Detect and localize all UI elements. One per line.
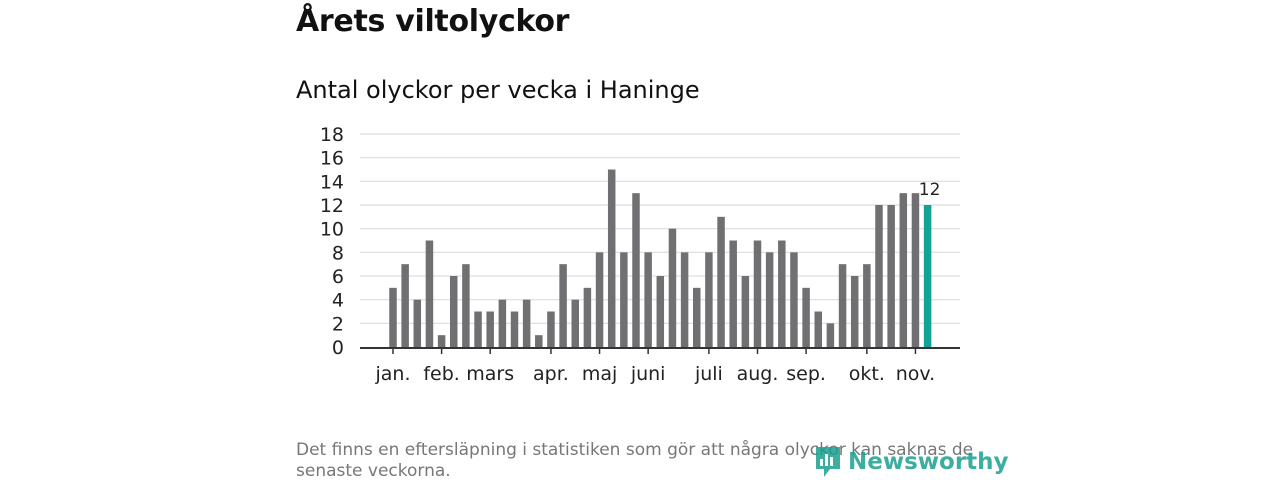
bar xyxy=(753,240,762,347)
x-tick-label: maj xyxy=(582,363,617,385)
bar xyxy=(644,252,652,347)
bar xyxy=(583,287,592,347)
brand-logo: Newsworthy xyxy=(814,444,1009,480)
x-tick-label: sep. xyxy=(786,363,826,385)
bar xyxy=(413,299,422,347)
bar xyxy=(680,252,689,347)
page-title: Årets viltolyckor xyxy=(296,4,570,39)
brand-name: Newsworthy xyxy=(848,449,1009,475)
bar xyxy=(450,276,458,347)
x-tick-label: aug. xyxy=(737,363,779,385)
x-tick-label: feb. xyxy=(423,363,459,385)
x-tick-label: jan. xyxy=(374,363,410,385)
bar xyxy=(571,299,579,347)
y-tick-label: 18 xyxy=(320,124,344,146)
footnote: Det finns en eftersläpning i statistiken… xyxy=(296,440,974,481)
bar xyxy=(474,311,482,347)
x-tick-label: juni xyxy=(630,363,666,385)
y-tick-label: 6 xyxy=(332,266,344,288)
grid-lines xyxy=(360,133,960,324)
bar xyxy=(838,264,847,347)
y-tick-label: 14 xyxy=(320,171,344,193)
x-tick-label: nov. xyxy=(896,363,935,385)
bar xyxy=(632,193,640,347)
bar xyxy=(863,264,871,347)
bar xyxy=(887,205,895,347)
y-tick-label: 4 xyxy=(332,290,344,312)
bar xyxy=(522,299,531,347)
chart-title: Antal olyckor per vecka i Haninge xyxy=(296,76,700,104)
y-tick-label: 0 xyxy=(332,337,344,359)
bar xyxy=(802,287,810,347)
bar xyxy=(389,287,397,347)
x-tick-label: apr. xyxy=(533,363,569,385)
x-tick-label: mars xyxy=(466,363,514,385)
bar xyxy=(850,276,859,347)
bar xyxy=(717,216,725,347)
bar xyxy=(559,264,567,347)
y-tick-label: 2 xyxy=(332,313,344,335)
bar xyxy=(705,252,713,347)
bar xyxy=(620,252,628,347)
bar xyxy=(741,276,750,347)
bar xyxy=(547,311,555,347)
x-axis-ticks: jan. feb. mars apr. maj juni juli aug. sep. okt. n… xyxy=(374,348,935,385)
bar xyxy=(765,252,774,347)
bar xyxy=(607,169,616,347)
bar xyxy=(401,264,409,347)
bar xyxy=(729,240,737,347)
bar xyxy=(437,335,446,347)
bar xyxy=(656,276,665,347)
bar-value-label: 12 xyxy=(919,180,941,200)
bar xyxy=(425,240,434,347)
bar xyxy=(668,228,677,347)
bar xyxy=(911,193,920,347)
bar xyxy=(875,205,883,347)
newsworthy-logo-icon xyxy=(816,447,840,477)
y-tick-label: 12 xyxy=(320,195,344,217)
bar xyxy=(498,299,507,347)
x-tick-label: juli xyxy=(694,363,723,385)
bar xyxy=(899,193,908,347)
y-tick-label: 8 xyxy=(332,242,344,264)
y-tick-label: 16 xyxy=(320,148,344,170)
bar xyxy=(595,252,604,347)
bar-highlight xyxy=(923,205,932,347)
bar xyxy=(814,311,822,347)
bar xyxy=(693,287,701,347)
y-tick-label: 10 xyxy=(320,219,344,241)
bar xyxy=(778,240,786,347)
bar xyxy=(462,264,470,347)
x-tick-label: okt. xyxy=(849,363,885,385)
bar xyxy=(790,252,798,347)
bars xyxy=(389,169,932,347)
bar xyxy=(510,311,519,347)
bar xyxy=(826,323,835,347)
bar xyxy=(535,335,543,347)
bar xyxy=(486,311,494,347)
